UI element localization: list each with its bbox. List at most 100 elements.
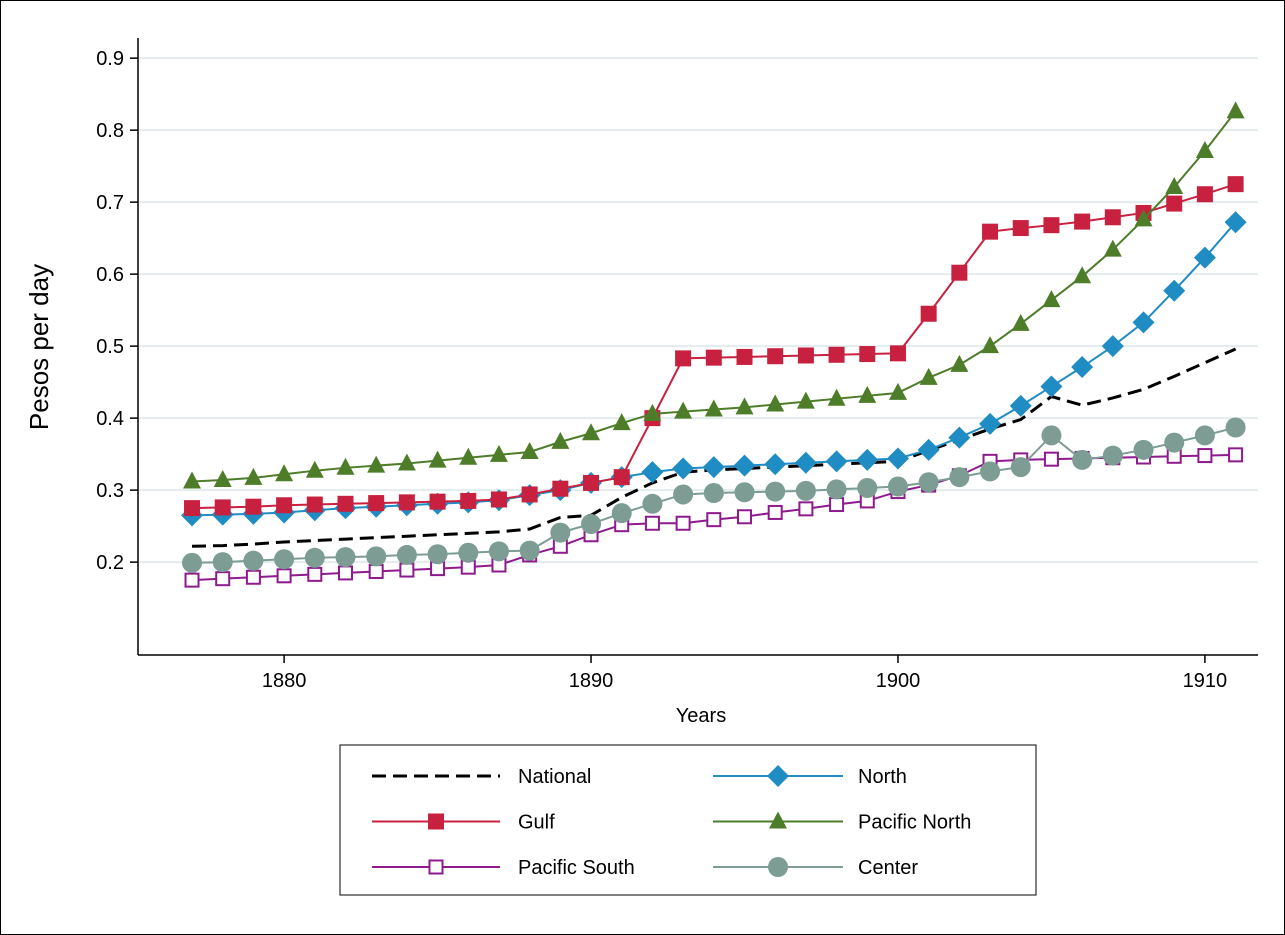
marker [737,509,753,525]
marker [1010,457,1031,478]
marker [1042,290,1061,308]
marker [551,431,570,449]
marker [1011,313,1030,331]
marker [336,457,355,475]
marker [1196,186,1213,203]
marker [1163,279,1186,302]
marker [642,493,663,514]
marker [1071,356,1094,379]
marker [856,448,879,471]
marker [489,444,508,462]
x-tick-label: 1900 [876,670,921,692]
marker [583,474,600,491]
marker [887,476,908,497]
marker [581,513,602,534]
x-tick-label: 1880 [262,670,307,692]
marker [215,571,231,587]
marker [396,544,417,565]
marker [1133,439,1154,460]
y-tick-label: 0.4 [96,408,124,430]
marker [1195,141,1214,159]
marker [398,494,415,511]
marker [611,503,632,524]
marker [1193,246,1216,269]
marker [826,479,847,500]
marker [702,456,725,479]
marker [734,482,755,503]
marker [675,350,692,367]
marker [243,550,264,571]
marker [766,394,785,412]
y-tick-label: 0.8 [96,120,124,142]
marker [337,565,353,581]
marker [641,461,664,484]
marker [212,552,233,573]
legend-marker [767,765,789,787]
marker [1226,101,1245,119]
marker [1101,335,1124,358]
marker [184,572,200,588]
marker [276,568,292,584]
marker [979,412,1002,435]
marker [767,348,784,365]
marker [399,562,415,578]
marker [552,480,569,497]
marker [705,349,722,366]
legend-label: National [518,766,591,788]
marker [825,450,848,473]
marker [794,451,817,474]
legend-marker [428,813,444,830]
marker [183,471,202,489]
marker [1103,239,1122,257]
marker [827,388,846,406]
marker [367,455,386,473]
marker [765,481,786,502]
marker [1009,394,1032,417]
marker [672,457,695,480]
marker [920,305,937,322]
marker [1043,451,1059,467]
y-tick-label: 0.6 [96,264,124,286]
marker [550,522,571,543]
marker [368,563,384,579]
marker [1224,211,1247,234]
marker [798,501,814,517]
marker [276,497,293,514]
marker [1040,375,1063,398]
legend-label: Center [858,857,918,879]
marker [397,453,416,471]
marker [1166,195,1183,212]
y-axis-title: Pesos per day [24,264,54,430]
marker [764,453,787,476]
marker [674,401,693,419]
marker [1194,425,1215,446]
marker [337,495,354,512]
marker [244,467,263,485]
marker [274,549,295,570]
marker [307,566,323,582]
marker [429,493,446,510]
marker [706,512,722,528]
marker [888,382,907,400]
marker [733,454,756,477]
marker [980,461,1001,482]
marker [918,472,939,493]
y-tick-label: 0.9 [96,48,124,70]
marker [612,413,631,431]
marker [889,345,906,362]
marker [1132,311,1155,334]
marker [427,544,448,565]
marker [858,385,877,403]
marker [1225,417,1246,438]
marker [428,450,447,468]
marker [982,223,999,240]
marker [675,515,691,531]
marker [1041,425,1062,446]
x-tick-label: 1890 [569,670,614,692]
x-tick-label: 1910 [1183,670,1228,692]
marker [1165,177,1184,195]
marker [519,540,540,561]
marker [488,541,509,562]
marker [304,547,325,568]
